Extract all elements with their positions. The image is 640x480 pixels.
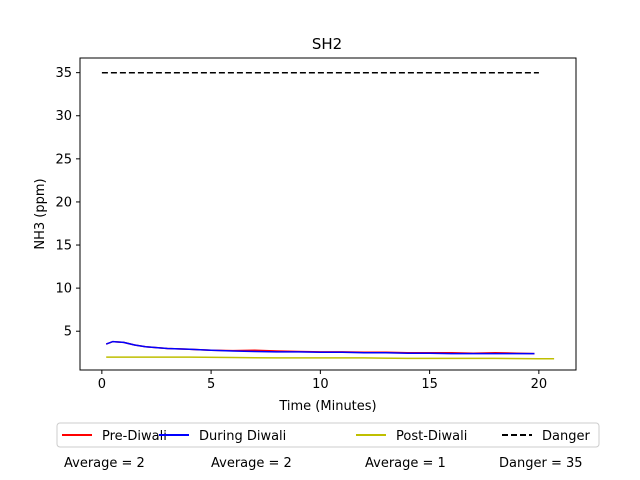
y-tick-label: 25 — [55, 152, 72, 167]
chart-title: SH2 — [312, 35, 342, 53]
x-tick-label: 0 — [98, 377, 106, 392]
series-line-during-diwali — [105, 340, 535, 355]
y-tick-label: 10 — [55, 282, 72, 297]
plot-area-frame — [79, 57, 577, 371]
x-tick-label: 10 — [312, 377, 329, 392]
danger-level-note: Danger = 35 — [499, 456, 583, 471]
x-axis-label: Time (Minutes) — [278, 399, 376, 414]
y-tick-label: 15 — [55, 239, 72, 254]
y-tick-label: 20 — [55, 195, 72, 210]
legend-label-danger: Danger — [542, 429, 590, 444]
x-tick-label: 5 — [207, 377, 215, 392]
series-line-post-diwali — [106, 356, 555, 360]
average-post-diwali: Average = 1 — [365, 456, 446, 471]
legend-box — [56, 422, 600, 448]
x-tick-label: 20 — [531, 377, 548, 392]
average-pre-diwali: Average = 2 — [64, 456, 145, 471]
y-tick-label: 30 — [55, 109, 72, 124]
average-during-diwali: Average = 2 — [211, 456, 292, 471]
legend-label-pre-diwali: Pre-Diwali — [102, 429, 167, 444]
y-axis-label: NH3 (ppm) — [33, 178, 48, 249]
y-tick-label: 35 — [55, 66, 72, 81]
legend-label-post-diwali: Post-Diwali — [396, 429, 467, 444]
legend-label-during-diwali: During Diwali — [199, 429, 286, 444]
y-tick-label: 5 — [64, 325, 72, 340]
x-tick-label: 15 — [421, 377, 438, 392]
